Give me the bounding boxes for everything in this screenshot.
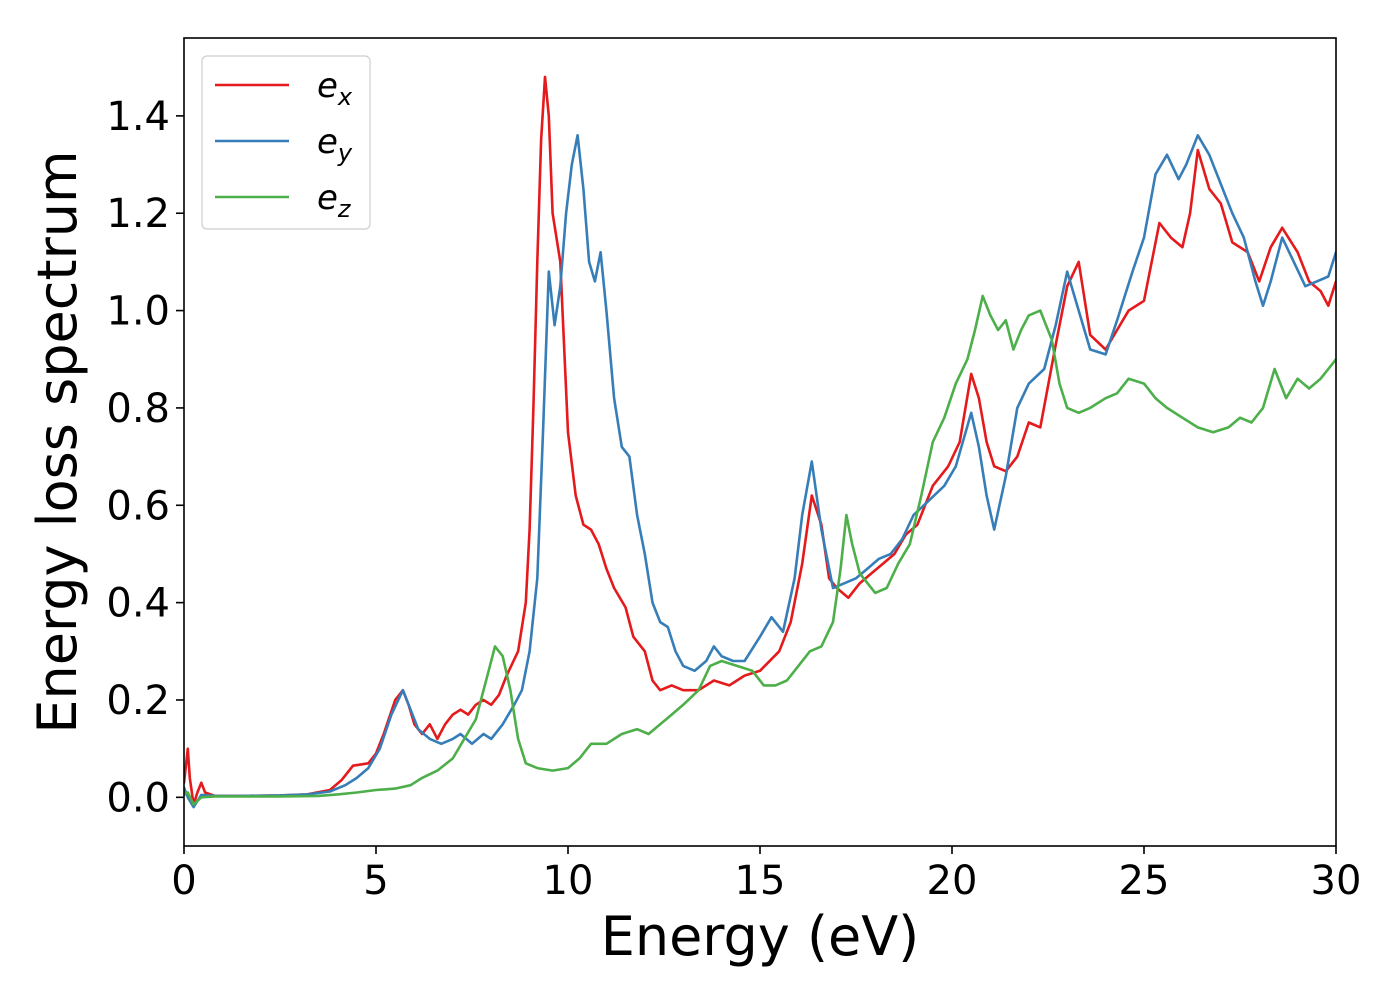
legend-box <box>201 55 371 230</box>
y-tick-label: 1.4 <box>106 94 170 140</box>
legend-label-z: ez <box>317 178 352 223</box>
x-axis: 0 5 10 15 20 25 30 <box>171 846 1361 904</box>
plot-area <box>184 75 1336 809</box>
x-tick-label: 5 <box>363 858 388 904</box>
series-line-y <box>184 134 1336 809</box>
x-tick-label: 0 <box>171 858 196 904</box>
x-tick-label: 10 <box>543 858 594 904</box>
x-tick-label: 20 <box>927 858 978 904</box>
y-tick-label: 0.6 <box>106 483 170 529</box>
y-tick-label: 1.0 <box>106 289 170 335</box>
legend: ex ey ez <box>201 55 371 230</box>
x-tick-label: 30 <box>1311 858 1362 904</box>
y-tick-label: 1.2 <box>106 191 170 237</box>
y-tick-label: 0.4 <box>106 581 170 627</box>
y-axis: 0.0 0.2 0.4 0.6 0.8 1.0 1.2 1.4 <box>106 94 184 821</box>
y-axis-label: Energy loss spectrum <box>26 150 89 733</box>
y-tick-label: 0.2 <box>106 678 170 724</box>
legend-label-x: ex <box>317 66 353 111</box>
x-tick-label: 25 <box>1119 858 1170 904</box>
series-line-z <box>184 294 1336 806</box>
x-axis-label: Energy (eV) <box>601 905 920 968</box>
legend-label-y: ey <box>317 122 353 167</box>
y-tick-label: 0.0 <box>106 775 170 821</box>
x-tick-label: 15 <box>735 858 786 904</box>
y-tick-label: 0.8 <box>106 386 170 432</box>
